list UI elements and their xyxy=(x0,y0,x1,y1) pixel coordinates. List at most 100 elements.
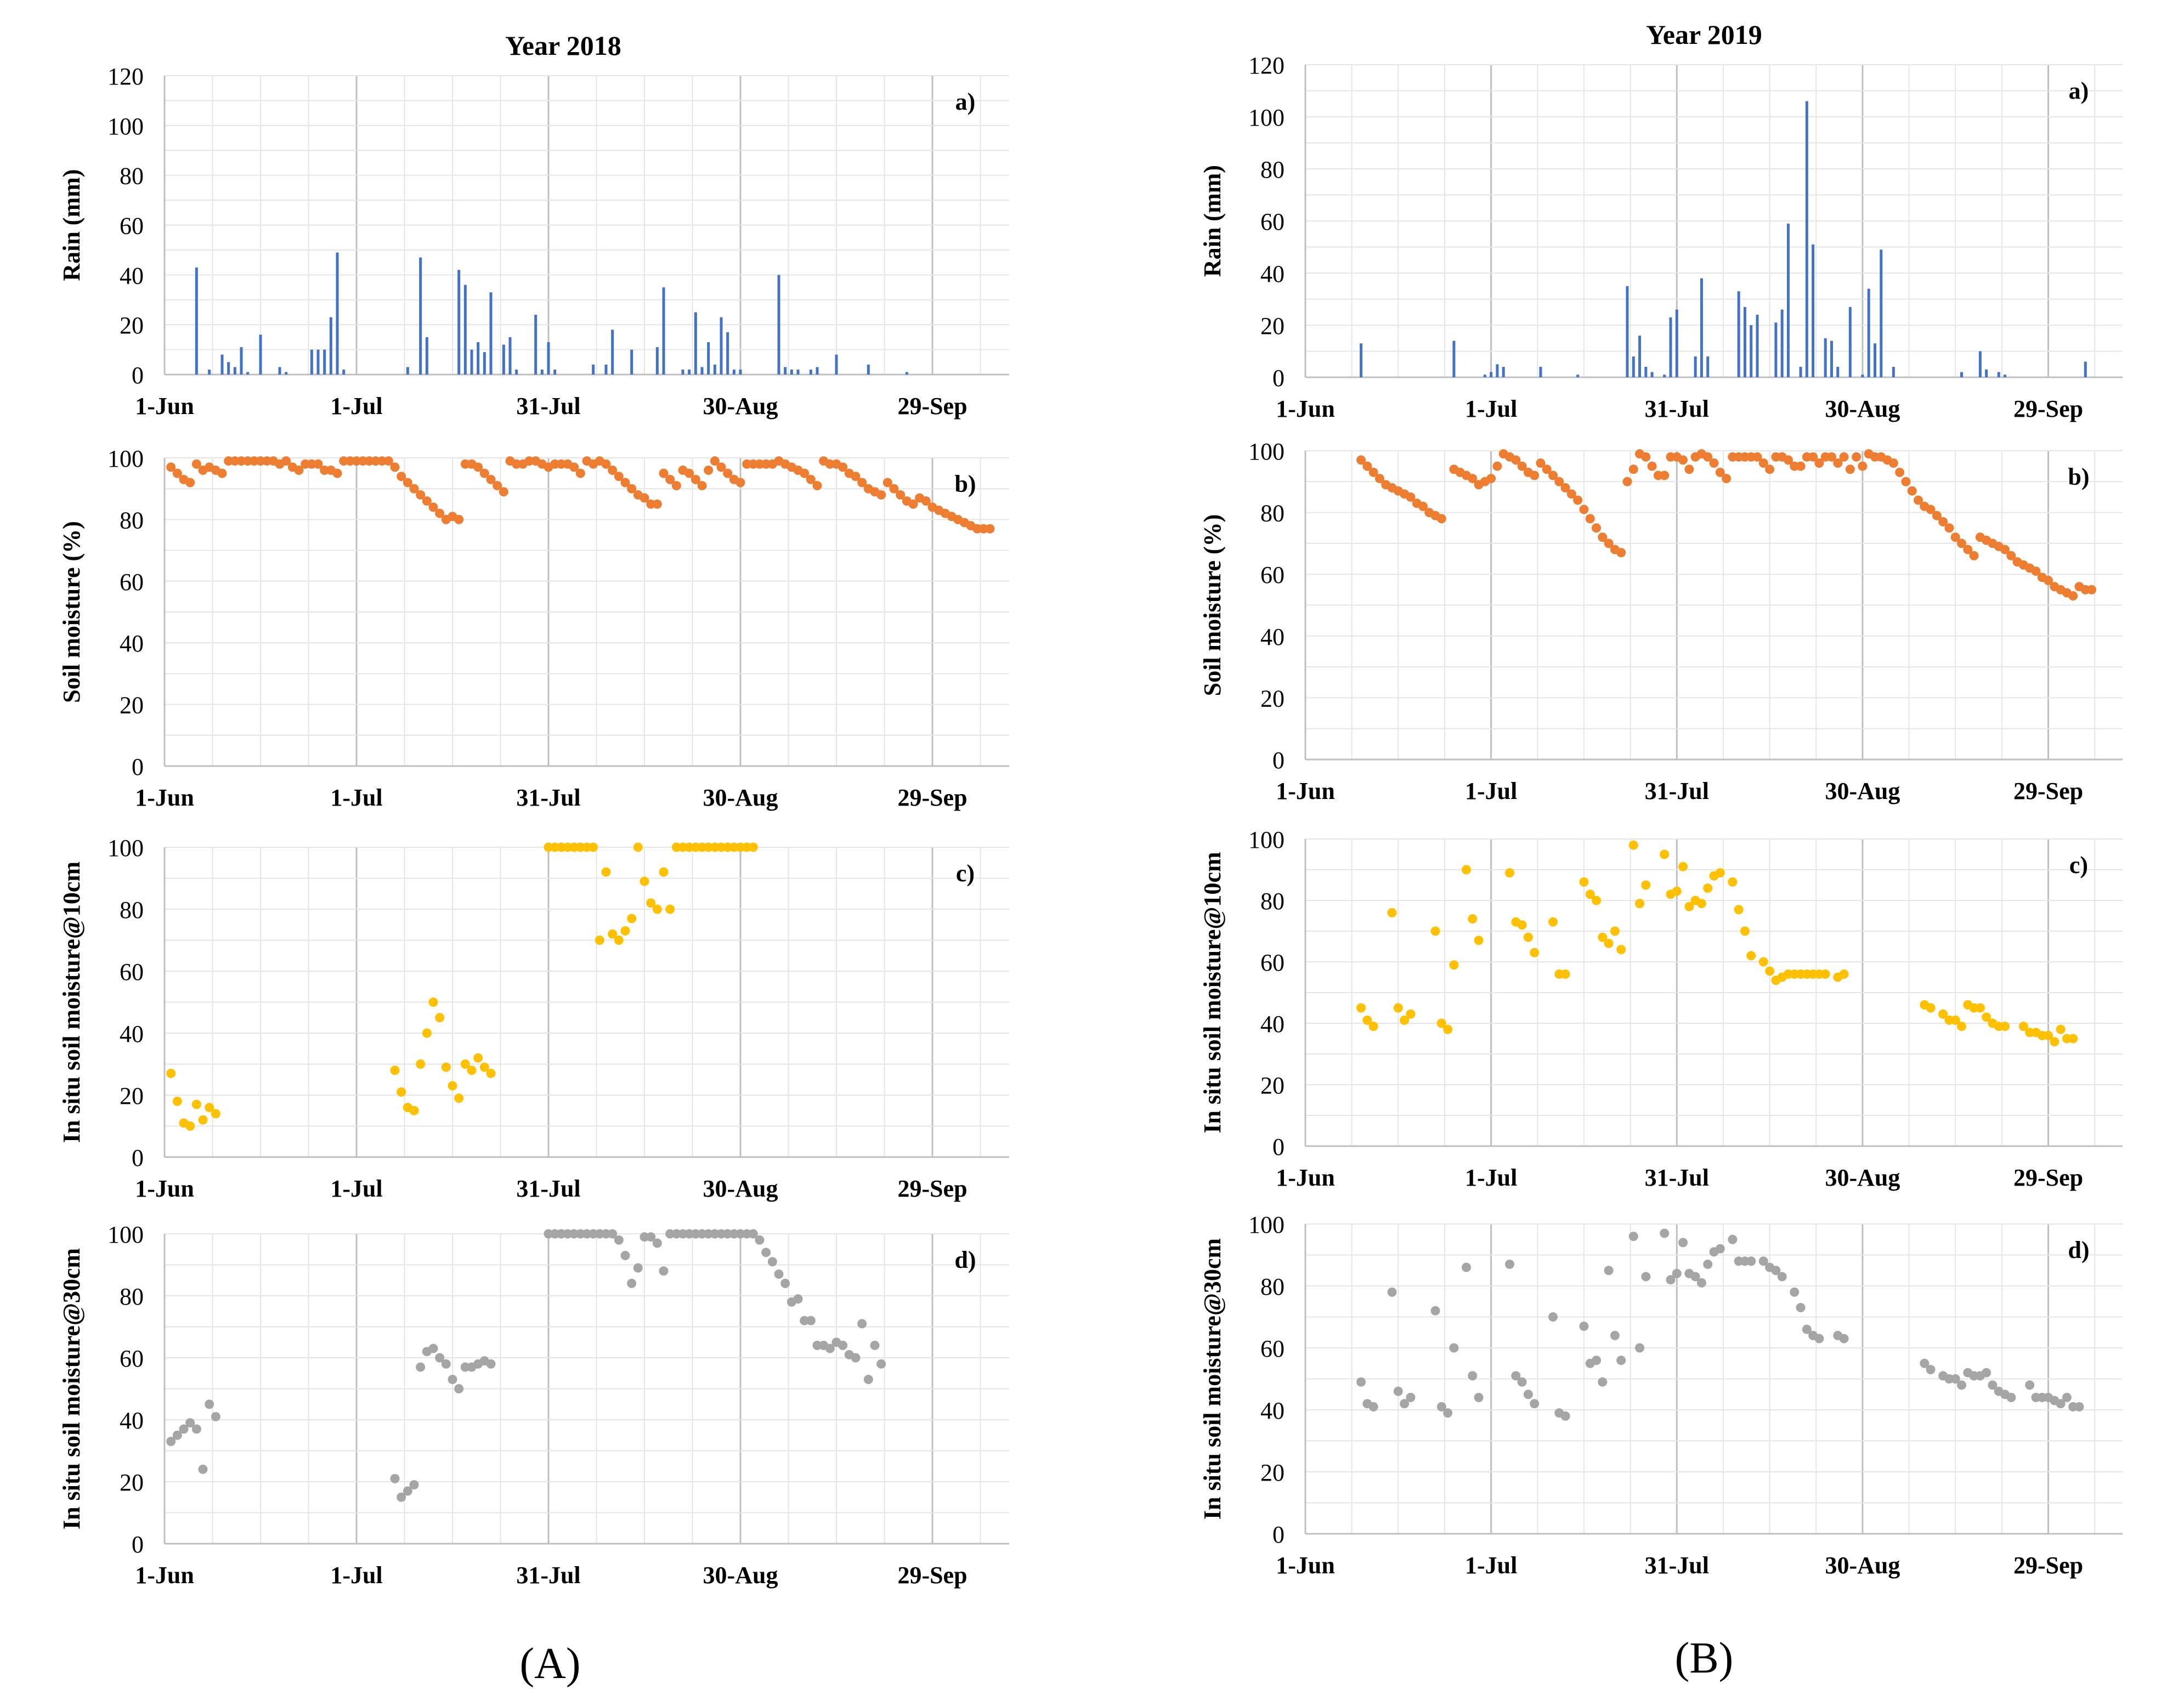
data-point xyxy=(582,1229,592,1239)
data-point xyxy=(735,478,745,488)
data-point xyxy=(556,842,566,852)
data-point xyxy=(166,462,176,472)
data-point xyxy=(1368,1402,1378,1412)
data-point xyxy=(416,1059,426,1069)
data-point xyxy=(2044,1030,2053,1040)
data-point xyxy=(1530,948,1540,957)
x-tick-label: 29-Sep xyxy=(2013,1552,2083,1579)
y-axis-label: Soil moisture (%) xyxy=(58,521,85,703)
x-tick-label: 31-Jul xyxy=(516,1562,580,1589)
data-point xyxy=(595,1229,604,1239)
y-tick-label: 100 xyxy=(107,835,144,861)
rain-bar xyxy=(1737,291,1740,377)
x-tick-label: 31-Jul xyxy=(1645,395,1709,422)
data-point xyxy=(691,842,700,852)
x-tick-label: 30-Aug xyxy=(1825,395,1900,422)
data-point xyxy=(1628,840,1638,850)
rain-bar xyxy=(662,287,665,375)
rain-bar xyxy=(553,369,557,375)
data-point xyxy=(422,496,432,506)
data-point xyxy=(1926,1003,1936,1013)
rain-bar xyxy=(278,367,281,375)
data-point xyxy=(454,1093,464,1103)
rain-bar xyxy=(1786,223,1790,377)
rain-bar xyxy=(1452,341,1456,377)
data-point xyxy=(1436,514,1446,524)
data-point xyxy=(486,474,496,484)
rain-bar xyxy=(425,337,428,375)
data-point xyxy=(1560,969,1570,979)
data-point xyxy=(627,1278,637,1288)
x-tick-label: 30-Aug xyxy=(703,784,778,811)
data-point xyxy=(671,1229,681,1239)
rain-bar xyxy=(515,369,518,375)
data-point xyxy=(428,502,438,512)
data-point xyxy=(1474,936,1484,945)
data-point xyxy=(1758,1256,1768,1266)
y-tick-label: 60 xyxy=(1260,1335,1285,1362)
data-point xyxy=(1604,539,1614,548)
data-point xyxy=(665,1229,675,1239)
rain-bar xyxy=(220,354,224,375)
x-tick-label: 31-Jul xyxy=(1645,1552,1709,1579)
x-tick-label: 30-Aug xyxy=(1825,1552,1900,1579)
data-point xyxy=(601,459,611,469)
rain-bar xyxy=(1496,364,1499,377)
data-point xyxy=(1585,514,1595,524)
data-point xyxy=(614,1235,624,1245)
data-point xyxy=(460,1059,470,1069)
x-tick-label: 30-Aug xyxy=(1825,1164,1900,1191)
rain-bar xyxy=(329,317,332,375)
data-point xyxy=(1814,1334,1824,1344)
data-point xyxy=(627,484,637,494)
data-point xyxy=(339,456,349,466)
data-point xyxy=(1660,471,1670,480)
data-point xyxy=(454,514,464,524)
data-point xyxy=(1530,471,1540,480)
y-tick-label: 0 xyxy=(132,1144,144,1171)
data-point xyxy=(211,1109,220,1119)
data-point xyxy=(646,1232,656,1242)
data-point xyxy=(1957,1022,1967,1031)
data-point xyxy=(1616,548,1626,558)
rain-bar xyxy=(477,342,480,375)
data-point xyxy=(1598,532,1608,542)
data-point xyxy=(710,1229,720,1239)
x-tick-label: 30-Aug xyxy=(703,1562,778,1589)
data-point xyxy=(1696,899,1706,909)
rain-bar xyxy=(1360,343,1363,377)
x-tick-label: 1-Jul xyxy=(330,393,382,420)
rain-bar xyxy=(1756,315,1759,377)
y-tick-label: 0 xyxy=(132,362,144,389)
data-point xyxy=(1728,877,1738,887)
rain-bar xyxy=(310,349,313,375)
data-point xyxy=(1641,1272,1651,1282)
data-point xyxy=(2006,1392,2016,1402)
data-point xyxy=(665,474,675,484)
data-point xyxy=(646,898,656,908)
y-tick-label: 20 xyxy=(1260,685,1285,712)
rain-bar xyxy=(1675,309,1678,377)
data-point xyxy=(1554,477,1564,486)
data-point xyxy=(1449,960,1459,970)
data-point xyxy=(1858,461,1868,471)
data-point xyxy=(1393,1003,1403,1013)
rain-bar xyxy=(457,270,461,375)
rain-bar xyxy=(489,292,493,375)
y-tick-label: 20 xyxy=(1260,313,1285,339)
data-point xyxy=(185,478,195,488)
data-point xyxy=(1950,1015,1960,1025)
rain-bar xyxy=(1502,367,1505,377)
data-point xyxy=(729,842,739,852)
y-tick-label: 80 xyxy=(120,507,144,534)
data-point xyxy=(1400,1399,1410,1409)
data-point xyxy=(2006,551,2016,560)
data-point xyxy=(2056,1399,2066,1409)
data-point xyxy=(1430,1306,1440,1316)
data-point xyxy=(812,481,822,491)
data-point xyxy=(1592,1356,1602,1365)
data-point xyxy=(1362,461,1372,471)
data-point xyxy=(1684,464,1694,474)
data-point xyxy=(2000,545,2010,554)
rain-bar xyxy=(419,257,422,375)
